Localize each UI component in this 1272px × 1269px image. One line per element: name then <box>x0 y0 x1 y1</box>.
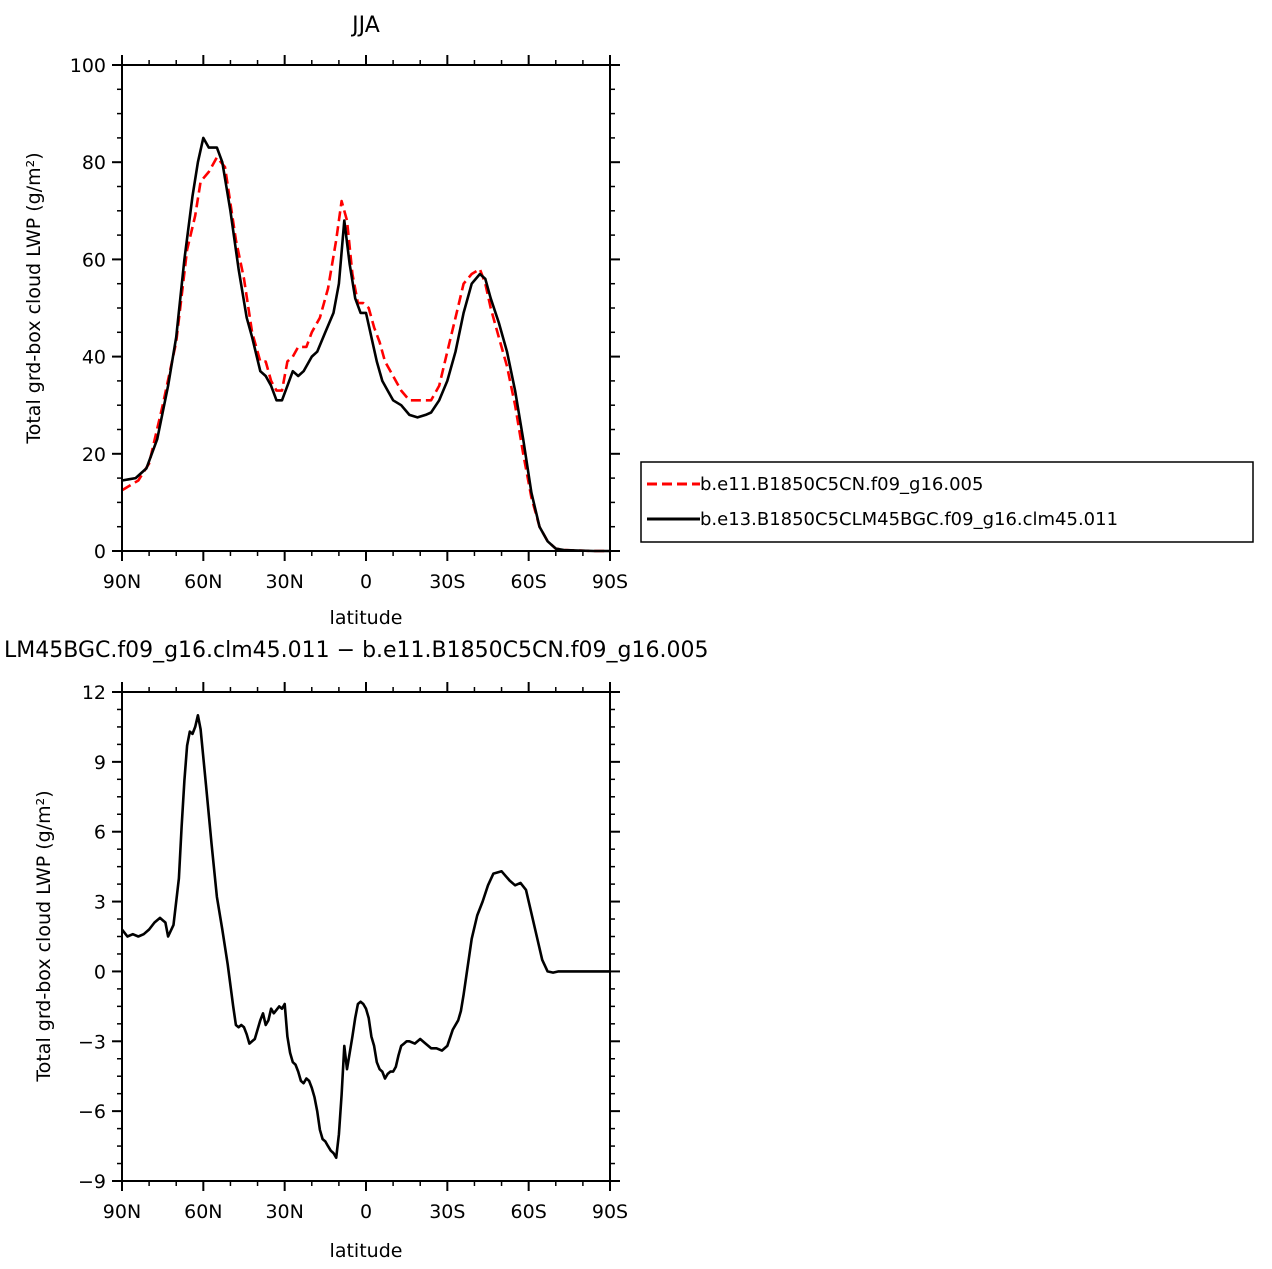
panel-bottom: LM45BGC.f09_g16.clm45.011 − b.e11.B1850C… <box>4 638 708 1262</box>
y-tick-label: 6 <box>94 822 106 844</box>
x-tick-label: 60N <box>184 1201 222 1223</box>
y-tick-label: −3 <box>78 1031 106 1053</box>
panel-top-series <box>121 136 610 553</box>
x-tick-label: 60S <box>511 571 547 593</box>
x-tick-label: 30N <box>265 1201 303 1223</box>
y-tick-label: 0 <box>94 541 106 563</box>
x-tick-label: 90N <box>103 571 141 593</box>
series-line-2 <box>121 136 610 553</box>
legend-label-1: b.e11.B1850C5CN.f09_g16.005 <box>700 474 983 495</box>
panel-top: JJA 90N 60N 30N 0 30S 60S 90S 0 20 40 60 80 100 lati… <box>23 13 628 629</box>
x-tick-label: 0 <box>360 1201 372 1223</box>
y-tick-label: 80 <box>82 152 106 174</box>
x-tick-label: 60S <box>511 1201 547 1223</box>
x-tick-label: 30S <box>429 571 465 593</box>
panel-bottom-series <box>120 713 610 1159</box>
y-tick-label: 100 <box>70 55 106 77</box>
panel-top-ticks: 90N 60N 30N 0 30S 60S 90S 0 20 40 60 80 100 <box>70 55 628 593</box>
y-tick-label: −9 <box>78 1171 106 1193</box>
panel-top-ylabel: Total grd-box cloud LWP (g/m²) <box>23 152 45 444</box>
x-tick-label: 60N <box>184 571 222 593</box>
y-tick-label: 40 <box>82 347 106 369</box>
panel-top-xlabel: latitude <box>330 607 403 629</box>
series-line-1 <box>120 713 610 1159</box>
panel-top-title: JJA <box>350 13 380 38</box>
y-tick-label: −6 <box>78 1101 106 1123</box>
panel-bottom-xlabel: latitude <box>330 1240 403 1262</box>
legend-box <box>640 461 1254 543</box>
legend-label-2: b.e13.B1850C5CLM45BGC.f09_g16.clm45.011 <box>700 509 1118 530</box>
panel-bottom-ticks: 90N 60N 30N 0 30S 60S 90S −9 −6 −3 0 3 6 9 12 <box>78 682 628 1223</box>
y-tick-label: 12 <box>82 682 106 704</box>
y-tick-label: 60 <box>82 249 106 271</box>
x-tick-label: 0 <box>360 571 372 593</box>
x-tick-label: 90N <box>103 1201 141 1223</box>
y-tick-label: 3 <box>94 892 106 914</box>
panel-bottom-title: LM45BGC.f09_g16.clm45.011 − b.e11.B1850C… <box>4 638 708 663</box>
legend: b.e11.B1850C5CN.f09_g16.005 b.e13.B1850C… <box>640 461 1254 543</box>
y-tick-label: 9 <box>94 752 106 774</box>
panel-bottom-ylabel: Total grd-box cloud LWP (g/m²) <box>33 790 55 1082</box>
y-tick-label: 20 <box>82 444 106 466</box>
series-line-1 <box>121 156 610 553</box>
x-tick-label: 30N <box>265 571 303 593</box>
x-tick-label: 90S <box>592 1201 628 1223</box>
panel-top-frame <box>121 64 611 552</box>
x-tick-label: 30S <box>429 1201 465 1223</box>
y-tick-label: 0 <box>94 961 106 983</box>
x-tick-label: 90S <box>592 571 628 593</box>
